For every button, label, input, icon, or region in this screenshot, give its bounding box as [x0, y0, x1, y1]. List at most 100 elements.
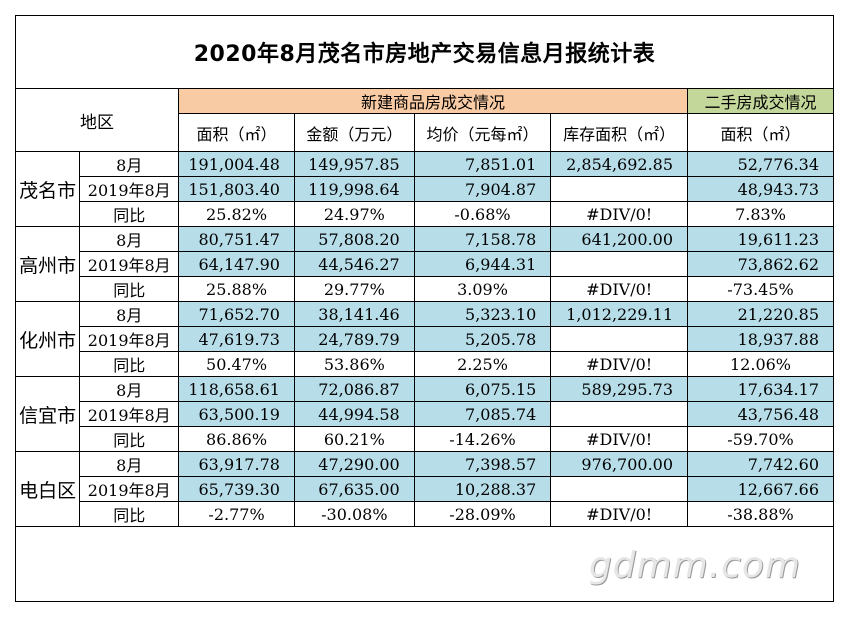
table-cell: 19,611.23: [687, 226, 833, 252]
col-header-avg-price: 均价（元每㎡）: [413, 113, 552, 152]
table-cell: 63,917.78: [178, 451, 295, 477]
table-cell: [550, 401, 689, 427]
second-hand-group-header: 二手房成交情况: [687, 89, 833, 114]
row-label: 2019年8月: [79, 476, 180, 502]
table-cell: 21,220.85: [687, 301, 833, 327]
table-cell: 12.06%: [687, 351, 833, 377]
row-label: 8月: [79, 451, 180, 477]
table-cell: [550, 326, 689, 352]
table-cell: 65,739.30: [178, 476, 295, 502]
table-cell: 5,205.78: [413, 326, 552, 352]
table-row: 2019年8月 151,803.40 119,998.64 7,904.87 48,94…: [16, 176, 833, 202]
table-cell: 25.82%: [178, 201, 295, 227]
table-cell: 119,998.64: [293, 176, 415, 202]
table-cell: 7,851.01: [413, 151, 552, 177]
table-row: 化州市 8月 71,652.70 38,141.46 5,323.10 1,012,229…: [16, 301, 833, 377]
table-cell: 17,634.17: [687, 376, 833, 402]
table-cell: 64,147.90: [178, 251, 295, 277]
table-cell: 2.25%: [413, 351, 552, 377]
table-cell: 1,012,229.11: [550, 301, 689, 327]
table-cell: 12,667.66: [687, 476, 833, 502]
table-cell: 6,944.31: [413, 251, 552, 277]
table-cell: #DIV/0!: [550, 501, 689, 527]
table-cell: #DIV/0!: [550, 201, 689, 227]
table-cell: 47,619.73: [178, 326, 295, 352]
table-cell: -0.68%: [413, 201, 552, 227]
table-row: 2019年8月 63,500.19 44,994.58 7,085.74 43,756.…: [16, 401, 833, 427]
header-row-groups: 地区 新建商品房成交情况 二手房成交情况: [16, 89, 833, 152]
table-cell: #DIV/0!: [550, 276, 689, 302]
table-cell: 24,789.79: [293, 326, 415, 352]
row-label: 8月: [79, 151, 180, 177]
table-cell: 18,937.88: [687, 326, 833, 352]
row-label: 同比: [79, 201, 180, 227]
row-label: 同比: [79, 351, 180, 377]
table-cell: 118,658.61: [178, 376, 295, 402]
table-cell: -2.77%: [178, 501, 295, 527]
table-row: 2019年8月 65,739.30 67,635.00 10,288.37 12,667…: [16, 476, 833, 502]
table-cell: 149,957.85: [293, 151, 415, 177]
row-label: 2019年8月: [79, 176, 180, 202]
table-cell: 44,546.27: [293, 251, 415, 277]
table-cell: 641,200.00: [550, 226, 689, 252]
new-housing-group-header: 新建商品房成交情况: [178, 89, 689, 114]
table-cell: -38.88%: [687, 501, 833, 527]
table-cell: 73,862.62: [687, 251, 833, 277]
table-cell: 48,943.73: [687, 176, 833, 202]
table-row: 同比 -2.77% -30.08% -28.09% #DIV/0! -38.88%: [16, 501, 833, 527]
table-cell: 52,776.34: [687, 151, 833, 177]
row-label: 同比: [79, 276, 180, 302]
table-cell: 86.86%: [178, 426, 295, 452]
row-label: 2019年8月: [79, 326, 180, 352]
row-label: 同比: [79, 501, 180, 527]
table-row: 同比 50.47% 53.86% 2.25% #DIV/0! 12.06%: [16, 351, 833, 377]
table-cell: 50.47%: [178, 351, 295, 377]
table-cell: 3.09%: [413, 276, 552, 302]
table-cell: 7,904.87: [413, 176, 552, 202]
table-row: 同比 86.86% 60.21% -14.26% #DIV/0! -59.70%: [16, 426, 833, 452]
table-cell: 2,854,692.85: [550, 151, 689, 177]
table-row: 信宜市 8月 118,658.61 72,086.87 6,075.15 589,295.…: [16, 376, 833, 452]
table-cell: 7,158.78: [413, 226, 552, 252]
region-name: 化州市: [16, 301, 81, 377]
data-table: 地区 新建商品房成交情况 二手房成交情况 面积（㎡） 金额（万元） 均价（元每㎡…: [16, 89, 833, 527]
table-cell: 589,295.73: [550, 376, 689, 402]
table-cell: 5,323.10: [413, 301, 552, 327]
table-row: 2019年8月 47,619.73 24,789.79 5,205.78 18,937.…: [16, 326, 833, 352]
table-cell: 7.83%: [687, 201, 833, 227]
table-cell: 25.88%: [178, 276, 295, 302]
table-cell: 72,086.87: [293, 376, 415, 402]
table-row: 同比 25.82% 24.97% -0.68% #DIV/0! 7.83%: [16, 201, 833, 227]
table-cell: -59.70%: [687, 426, 833, 452]
col-header-amount: 金额（万元）: [293, 113, 415, 152]
table-row: 电白区 8月 63,917.78 47,290.00 7,398.57 976,700.0…: [16, 451, 833, 527]
region-header: 地区: [16, 89, 180, 152]
col-header-second-area: 面积（㎡）: [687, 113, 833, 152]
table-cell: 57,808.20: [293, 226, 415, 252]
col-header-inventory: 库存面积（㎡）: [550, 113, 689, 152]
table-cell: 44,994.58: [293, 401, 415, 427]
row-label: 2019年8月: [79, 401, 180, 427]
table-row: 高州市 8月 80,751.47 57,808.20 7,158.78 641,200.0…: [16, 226, 833, 302]
table-cell: [550, 251, 689, 277]
table-cell: 29.77%: [293, 276, 415, 302]
table-row: 2019年8月 64,147.90 44,546.27 6,944.31 73,862.…: [16, 251, 833, 277]
table-cell: 80,751.47: [178, 226, 295, 252]
report-sheet: 2020年8月茂名市房地产交易信息月报统计表 地区 新建商品房成交情况 二手房成…: [15, 15, 834, 602]
region-name: 茂名市: [16, 151, 81, 227]
row-label: 8月: [79, 301, 180, 327]
table-cell: -30.08%: [293, 501, 415, 527]
region-name: 电白区: [16, 451, 81, 527]
table-cell: 63,500.19: [178, 401, 295, 427]
table-cell: 151,803.40: [178, 176, 295, 202]
footer-area: gdmm.com: [16, 533, 833, 602]
table-cell: 6,075.15: [413, 376, 552, 402]
table-row: 同比 25.88% 29.77% 3.09% #DIV/0! -73.45%: [16, 276, 833, 302]
table-cell: 71,652.70: [178, 301, 295, 327]
table-cell: [550, 476, 689, 502]
row-label: 2019年8月: [79, 251, 180, 277]
table-cell: 191,004.48: [178, 151, 295, 177]
row-label: 8月: [79, 226, 180, 252]
table-cell: -14.26%: [413, 426, 552, 452]
table-cell: 24.97%: [293, 201, 415, 227]
